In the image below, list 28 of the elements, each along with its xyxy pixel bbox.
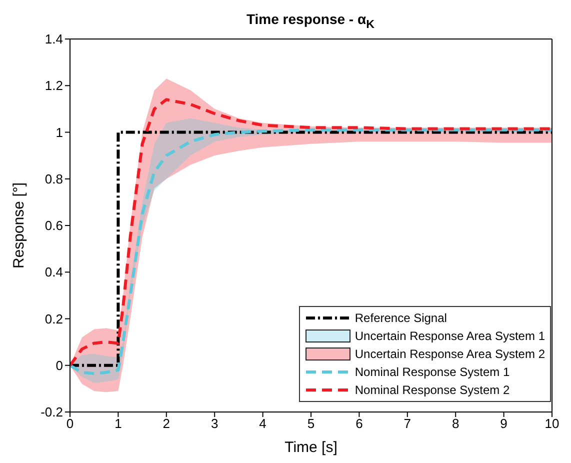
legend-label: Nominal Response System 1 [354, 365, 510, 379]
y-axis-title: Response [°] [10, 182, 28, 269]
annotation: Uncertain Response Area System 2 [354, 347, 545, 361]
y-tick-label: 1.4 [44, 32, 63, 47]
x-tick-label: 7 [404, 416, 412, 432]
x-tick-label: 8 [452, 416, 460, 432]
y-tick-label: 0.6 [44, 218, 63, 234]
x-tick-label: 3 [210, 416, 218, 432]
chart-title: Time response - α$_{K}$ [245, 10, 376, 31]
x-tick-label: 9 [500, 416, 508, 432]
y-tick-label: 0.4 [44, 264, 63, 280]
x-tick-label: 6 [356, 416, 363, 432]
x-tick-label: 2 [162, 416, 170, 432]
x-axis-title: Time [s] [284, 439, 338, 456]
x-tick-label: 0 [66, 416, 74, 432]
legend-label: Nominal Response System 2 [354, 383, 510, 397]
y-tick-label: 1.2 [44, 78, 63, 94]
y-tick-label: 0.2 [44, 311, 63, 326]
legend-label: Reference Signal [354, 311, 447, 325]
x-tick-label: 5 [307, 416, 315, 432]
y-tick-label: -0.2 [40, 404, 63, 420]
y-tick-label: 0 [56, 358, 63, 373]
x-tick-label: 4 [259, 416, 266, 432]
annotation: Uncertain Response Area System 1 [354, 329, 545, 343]
y-tick-label: 0.8 [44, 171, 63, 186]
y-tick-label: 1 [56, 124, 63, 140]
x-tick-label: 10 [544, 416, 560, 432]
x-tick-label: 1 [114, 416, 122, 432]
